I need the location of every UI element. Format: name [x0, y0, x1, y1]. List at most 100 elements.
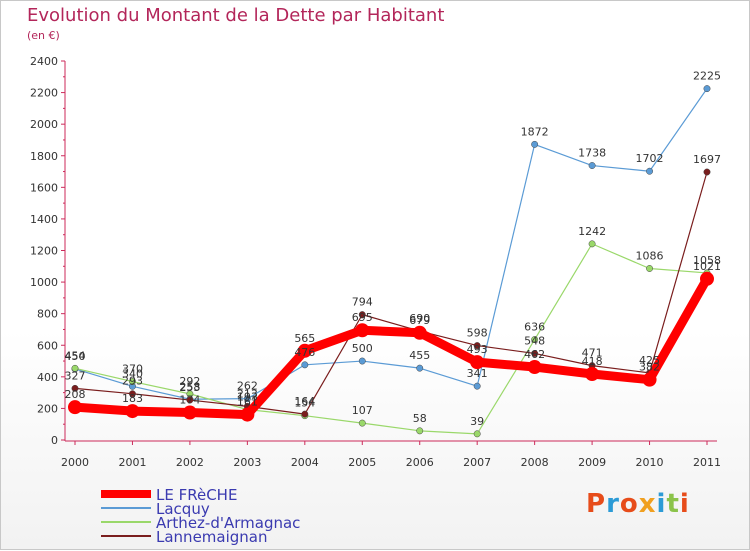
- data-label: 340: [122, 367, 143, 380]
- y-tick-label: 1000: [30, 276, 58, 289]
- data-label: 292: [179, 375, 200, 388]
- data-label: 695: [352, 311, 373, 324]
- series-line: [74, 88, 708, 400]
- y-tick-label: 2200: [30, 87, 58, 100]
- data-label: 327: [65, 369, 86, 382]
- data-label: 455: [409, 349, 430, 362]
- x-tick-label: 2010: [636, 456, 664, 469]
- data-point: [588, 162, 596, 169]
- data-point: [470, 355, 485, 370]
- data-label: 213: [237, 387, 258, 400]
- data-point: [412, 325, 427, 340]
- y-tick-label: 0: [51, 434, 58, 447]
- data-label: 1021: [693, 260, 721, 273]
- y-tick-label: 1600: [30, 181, 58, 194]
- proxiti-logo: Proxiti: [586, 489, 690, 519]
- data-point: [646, 167, 653, 175]
- data-label: 794: [352, 296, 373, 309]
- legend-label: Lannemaignan: [156, 528, 268, 546]
- data-label: 370: [122, 363, 143, 376]
- data-point: [301, 410, 309, 418]
- data-point: [642, 372, 657, 387]
- data-label: 565: [294, 332, 315, 345]
- data-point: [416, 364, 424, 372]
- data-point: [68, 400, 82, 415]
- data-point: [297, 343, 312, 358]
- data-label: 636: [524, 321, 545, 334]
- data-point: [358, 419, 366, 427]
- data-label: 39: [470, 415, 484, 428]
- y-tick-label: 1400: [30, 213, 58, 226]
- data-label: 174: [179, 394, 200, 407]
- y-tick-label: 1800: [30, 150, 58, 163]
- data-label: 164: [294, 395, 315, 408]
- x-tick-label: 2002: [176, 456, 204, 469]
- data-label: 208: [65, 388, 86, 401]
- data-label: 154: [294, 397, 315, 410]
- data-point: [473, 430, 481, 438]
- series-line: [74, 171, 708, 415]
- data-label: 1738: [578, 147, 606, 160]
- y-tick-label: 1200: [30, 245, 58, 258]
- legend-label: Lacquy: [156, 500, 210, 518]
- chart-title: Evolution du Montant de la Dette par Hab…: [27, 5, 445, 26]
- data-label: 493: [467, 343, 488, 356]
- x-tick-label: 2004: [291, 456, 319, 469]
- data-label: 462: [524, 348, 545, 361]
- x-tick-label: 2009: [578, 456, 606, 469]
- y-tick-label: 600: [37, 339, 58, 352]
- x-tick-label: 2006: [406, 456, 434, 469]
- data-label: 2225: [693, 70, 721, 83]
- data-label: 293: [122, 375, 143, 388]
- data-label: 183: [122, 392, 143, 405]
- data-point: [358, 311, 366, 319]
- legend-label: LE FRèCHE: [156, 486, 237, 504]
- y-tick-label: 2400: [30, 55, 58, 68]
- legend-label: Arthez-d'Armagnac: [156, 514, 300, 532]
- y-tick-label: 2000: [30, 118, 58, 131]
- data-point: [243, 395, 251, 403]
- data-point: [416, 427, 424, 435]
- data-point: [125, 404, 140, 419]
- data-label: 690: [409, 312, 430, 325]
- x-tick-label: 2003: [233, 456, 261, 469]
- data-label: 1872: [521, 125, 549, 138]
- data-label: 1242: [578, 225, 606, 238]
- y-tick-label: 400: [37, 371, 58, 384]
- data-label: 1702: [636, 152, 664, 165]
- data-point: [703, 85, 711, 93]
- data-label: 107: [352, 404, 373, 417]
- data-point: [700, 271, 714, 286]
- data-label: 598: [467, 327, 488, 340]
- data-label: 1058: [693, 254, 721, 267]
- data-label: 500: [352, 342, 373, 355]
- x-tick-label: 2007: [463, 456, 491, 469]
- data-label: 193: [237, 391, 258, 404]
- data-label: 418: [582, 355, 603, 368]
- data-label: 262: [237, 380, 258, 393]
- data-label: 425: [639, 354, 660, 367]
- x-tick-label: 2005: [348, 456, 376, 469]
- data-point: [129, 378, 136, 386]
- data-point: [588, 240, 596, 248]
- data-point: [703, 168, 711, 176]
- data-point: [182, 405, 197, 420]
- x-tick-label: 2001: [118, 456, 146, 469]
- x-tick-label: 2000: [61, 456, 89, 469]
- data-point: [527, 360, 542, 375]
- y-tick-label: 800: [37, 308, 58, 321]
- data-point: [585, 366, 600, 381]
- data-point: [473, 342, 481, 350]
- data-point: [531, 336, 539, 344]
- data-point: [531, 140, 539, 148]
- data-label: 341: [467, 367, 488, 380]
- data-point: [531, 350, 539, 357]
- data-label: 454: [65, 349, 86, 362]
- data-point: [186, 396, 194, 404]
- series-line: [74, 276, 711, 420]
- x-tick-label: 2011: [693, 456, 721, 469]
- data-label: 1697: [693, 153, 721, 166]
- chart-subtitle: (en €): [27, 29, 60, 42]
- data-label: 58: [413, 412, 427, 425]
